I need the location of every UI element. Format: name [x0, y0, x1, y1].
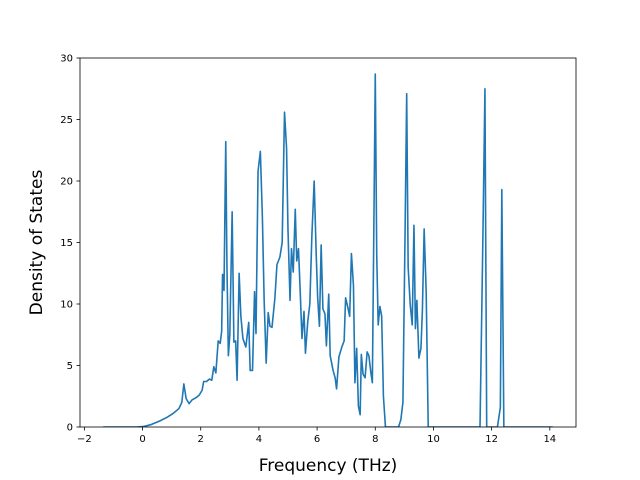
x-tick-label: 0 [139, 434, 145, 445]
y-tick-label: 5 [67, 361, 73, 372]
x-tick-label: 6 [314, 434, 320, 445]
y-tick-label: 0 [67, 423, 73, 434]
plot-area [103, 73, 553, 427]
x-tick-label: 10 [427, 434, 440, 445]
x-axis: −2 0 2 4 6 8 10 12 14 [77, 427, 556, 445]
series-line-0 [103, 73, 553, 427]
x-tick-label: 8 [372, 434, 378, 445]
y-tick-label: 20 [60, 177, 73, 188]
x-tick-label: 12 [485, 434, 498, 445]
y-axis-title: Density of States [27, 170, 47, 316]
y-tick-label: 30 [60, 54, 73, 65]
x-tick-label: −2 [77, 434, 92, 445]
y-tick-label: 15 [60, 238, 73, 249]
x-tick-label: 2 [198, 434, 204, 445]
y-tick-label: 25 [60, 115, 73, 126]
x-axis-title: Frequency (THz) [259, 456, 398, 476]
x-tick-label: 14 [543, 434, 556, 445]
x-tick-label: 4 [256, 434, 262, 445]
y-tick-label: 10 [60, 300, 73, 311]
y-axis: 0 5 10 15 20 25 30 [60, 54, 80, 434]
